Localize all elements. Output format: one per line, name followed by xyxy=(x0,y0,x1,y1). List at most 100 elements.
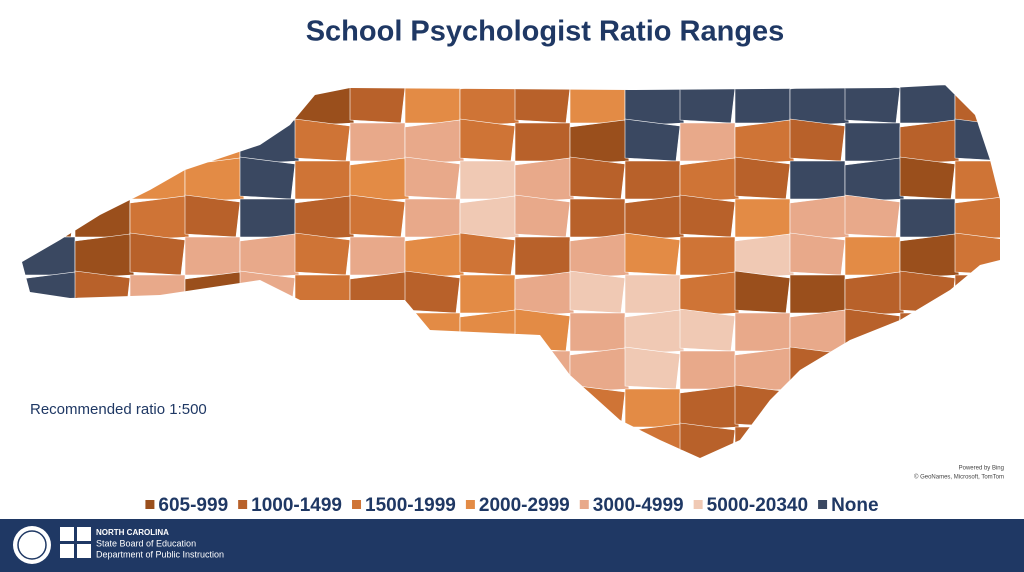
county xyxy=(899,156,956,200)
county xyxy=(459,309,520,355)
county xyxy=(459,118,516,162)
county xyxy=(459,346,516,390)
county xyxy=(514,422,571,458)
county xyxy=(954,423,1000,458)
county xyxy=(349,194,406,238)
county xyxy=(734,270,791,314)
legend-swatch xyxy=(465,500,475,509)
county xyxy=(624,388,681,428)
county xyxy=(679,157,740,203)
county xyxy=(459,232,516,276)
legend-swatch xyxy=(693,500,703,509)
seal-ring xyxy=(17,530,47,560)
county xyxy=(789,195,850,241)
county xyxy=(624,423,685,458)
county xyxy=(514,271,575,317)
county xyxy=(734,233,795,279)
county xyxy=(954,274,1000,314)
legend-label: 5000-20340 xyxy=(707,495,808,516)
county xyxy=(22,271,80,317)
county xyxy=(899,384,956,428)
county xyxy=(569,156,626,200)
county xyxy=(954,85,1000,127)
county xyxy=(514,194,571,238)
legend-swatch xyxy=(579,500,589,509)
county xyxy=(404,198,461,238)
county xyxy=(129,160,186,200)
county xyxy=(954,232,1000,276)
county xyxy=(569,233,630,279)
county xyxy=(184,308,241,352)
county xyxy=(624,160,681,200)
county xyxy=(294,423,355,458)
county xyxy=(679,422,736,458)
county xyxy=(844,385,905,431)
legend-swatch xyxy=(238,500,248,509)
county xyxy=(459,85,520,127)
county xyxy=(789,274,846,314)
attribution: © GeoNames, Microsoft, TomTom xyxy=(914,474,1004,481)
county xyxy=(514,308,571,352)
county xyxy=(74,270,131,314)
county xyxy=(624,118,681,162)
county xyxy=(22,422,76,458)
county xyxy=(569,270,626,314)
county xyxy=(954,118,1000,162)
county xyxy=(129,309,190,355)
legend-label: None xyxy=(831,495,879,516)
county xyxy=(459,274,516,314)
county xyxy=(459,388,516,428)
county xyxy=(899,233,960,279)
county xyxy=(679,350,736,390)
county xyxy=(459,160,516,200)
county xyxy=(899,198,956,238)
county xyxy=(349,308,406,352)
county xyxy=(349,157,410,203)
county xyxy=(239,347,300,393)
county xyxy=(624,346,681,390)
county xyxy=(404,233,465,279)
county xyxy=(844,422,901,458)
county xyxy=(74,119,135,165)
county xyxy=(184,350,241,390)
county xyxy=(404,85,461,124)
county xyxy=(569,85,626,124)
county xyxy=(899,426,956,458)
county xyxy=(789,160,846,200)
county xyxy=(184,122,241,162)
county xyxy=(624,85,685,127)
county xyxy=(624,232,681,276)
county xyxy=(239,198,296,238)
county xyxy=(679,385,740,431)
county xyxy=(624,195,685,241)
county xyxy=(184,194,241,238)
county xyxy=(734,198,791,238)
county xyxy=(294,118,351,162)
county xyxy=(349,236,406,276)
county xyxy=(239,426,296,458)
county xyxy=(459,195,520,241)
county xyxy=(129,195,190,241)
county xyxy=(679,308,736,352)
county xyxy=(899,347,960,393)
footer-text: State Board of Education xyxy=(96,538,196,548)
county xyxy=(74,347,135,393)
county xyxy=(294,274,351,314)
county xyxy=(679,122,736,162)
county xyxy=(734,384,791,428)
county xyxy=(349,385,410,431)
attribution: Powered by Bing xyxy=(959,466,1004,472)
county xyxy=(789,346,846,390)
legend: 605-999 1000-1499 1500-1999 2000-2999 3000-4… xyxy=(145,495,879,516)
county xyxy=(74,156,131,200)
county xyxy=(404,270,461,314)
county xyxy=(349,122,406,162)
county xyxy=(294,85,355,127)
county xyxy=(569,347,630,393)
county xyxy=(184,236,241,276)
county xyxy=(954,309,1000,355)
county xyxy=(734,426,791,458)
county xyxy=(22,194,76,238)
county xyxy=(514,157,575,203)
county xyxy=(294,309,355,355)
